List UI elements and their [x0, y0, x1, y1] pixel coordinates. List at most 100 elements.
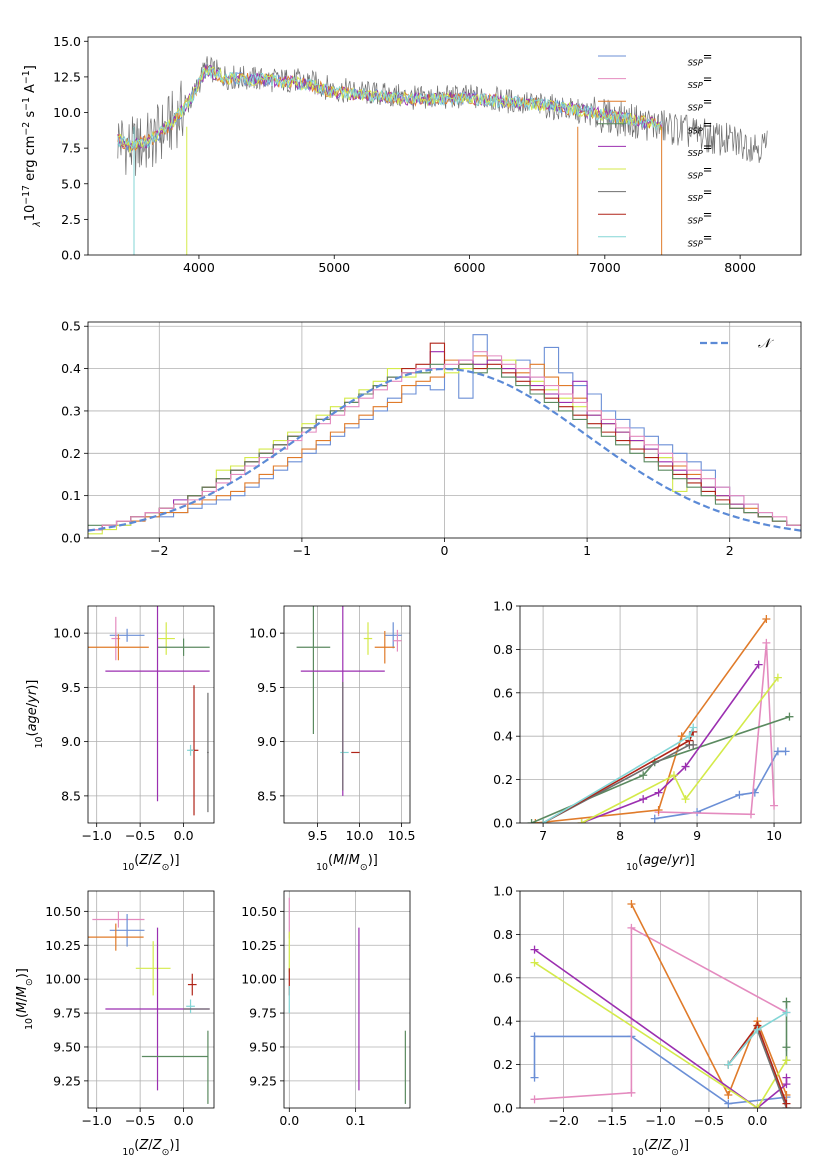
x-axis-label: 10(Z/Z⊙)] — [122, 853, 179, 873]
axes-frame — [283, 605, 411, 824]
label-part: M — [15, 1002, 30, 1013]
x-axis-label: 10(Z/Z⊙)] — [632, 1138, 689, 1158]
label-part: 10 — [632, 1147, 644, 1158]
label-part: ⊙ — [162, 862, 170, 873]
x-tick-label: 0.0 — [174, 1113, 194, 1128]
label-part: )] — [25, 680, 40, 690]
y-tick-label: 0.0 — [493, 1101, 513, 1116]
x-tick-label: 0 — [441, 543, 449, 558]
weight-marker — [530, 958, 539, 967]
x-tick-label: 9.5 — [308, 828, 328, 843]
legend-entry: SSP= — [688, 163, 713, 181]
label-part: ( — [25, 731, 40, 736]
label-part: = — [703, 185, 713, 199]
label-part: age — [25, 707, 40, 731]
label-part: 10 — [122, 1147, 134, 1158]
weight-marker — [781, 747, 790, 756]
weight-marker — [724, 1060, 733, 1069]
label-part: M — [349, 853, 360, 868]
weight-marker — [577, 819, 586, 823]
label-part: A — [23, 84, 38, 97]
age-vs-Z-panel: −1.0 −0.5 0.08.59.09.510.010(Z/Z⊙)]10(age/… — [25, 605, 215, 873]
y-tick-label: 9.5 — [257, 680, 277, 695]
label-part: )] — [169, 853, 179, 868]
x-tick-label: 5000 — [318, 260, 350, 275]
label-part: SSP — [688, 80, 703, 90]
legend-entry: SSP= — [688, 50, 713, 68]
y-tick-label: 0.6 — [493, 685, 513, 700]
label-part: SSP — [688, 193, 703, 203]
label-part: = — [703, 163, 713, 177]
y-tick-label: 0.4 — [493, 729, 513, 744]
weight-marker — [782, 1008, 791, 1017]
weight-vs-Z-panel: −2.0 −1.5 −1.0 −0.5 0.0 0.0 0.2 0.4 0.6 0.8 1.0 10(… — [493, 884, 802, 1158]
label-part: 10 — [122, 862, 134, 873]
spectrum-panel: 4000 5000 6000 7000 8000 0.0 2.5 5.0 7.5 10.0 12.5… — [21, 34, 802, 275]
x-axis-label: 10(M/M⊙)] — [316, 853, 378, 873]
label-part: )] — [679, 1138, 689, 1153]
weight-marker — [627, 1088, 636, 1097]
legend-entry: SSP= — [688, 140, 713, 158]
mass-vs-Z-panel: −1.0 −0.5 0.0 9.25 9.50 9.75 10.00 10.25 10.50 10… — [15, 890, 215, 1158]
label-part: M — [15, 986, 30, 997]
y-tick-label: 10.50 — [241, 904, 277, 919]
mass-vs-Z-plot-area — [88, 911, 210, 1104]
weight-line — [658, 642, 775, 816]
weight-marker — [750, 788, 759, 797]
label-part: ] — [23, 65, 38, 70]
y-tick-label: 10.0 — [249, 626, 277, 641]
label-part: s — [23, 111, 38, 122]
y-tick-label: 0.2 — [493, 772, 513, 787]
mass-vs-ebv-plot-area — [288, 897, 406, 1104]
weight-marker — [782, 1043, 791, 1052]
label-part: SSP — [688, 125, 703, 135]
mass-vs-ebv-panel: 0.0 0.1 9.25 9.50 9.75 10.00 10.25 10.50 — [241, 890, 411, 1128]
y-tick-label: 0.0 — [493, 816, 513, 831]
y-tick-label: 8.5 — [61, 788, 81, 803]
spectrum-plot-area — [117, 56, 768, 255]
weight-marker — [539, 819, 548, 823]
weight-marker — [773, 747, 782, 756]
weight-marker — [527, 819, 536, 823]
age-vs-mass-panel: 9.5 10.0 10.58.59.09.510.010(M/M⊙)] — [249, 605, 416, 873]
label-part: / — [25, 702, 40, 707]
weight-marker — [762, 638, 771, 647]
label-part: Z — [138, 1138, 149, 1153]
label-part: age — [643, 853, 667, 868]
x-tick-label: −1.0 — [82, 828, 112, 843]
label-part: −2 — [21, 122, 32, 136]
weight-marker — [650, 814, 659, 823]
weight-marker — [685, 732, 694, 741]
legend-entry: SSP= — [688, 117, 713, 135]
label-part: −17 — [21, 185, 32, 205]
weight-marker — [724, 1090, 733, 1099]
weight-marker — [530, 1032, 539, 1041]
weight-line — [630, 903, 788, 1097]
axes-frame — [87, 890, 215, 1109]
x-tick-label: 0.0 — [747, 1113, 767, 1128]
legend-entry: 𝒩 — [758, 337, 775, 352]
x-tick-label: 10.0 — [346, 828, 374, 843]
x-tick-label: 9 — [693, 828, 701, 843]
y-tick-label: 0.8 — [493, 927, 513, 942]
weight-marker — [654, 788, 663, 797]
label-part: / — [658, 1138, 663, 1153]
label-part: SSP — [688, 58, 703, 68]
label-part: = — [703, 50, 713, 64]
label-part: ⊙ — [671, 1147, 679, 1158]
y-tick-label: 10.00 — [241, 972, 277, 987]
weight-marker — [773, 673, 782, 682]
weight-marker — [677, 732, 686, 741]
y-tick-label: 9.5 — [61, 680, 81, 695]
weight-marker — [782, 1099, 791, 1108]
label-part: SSP — [688, 103, 703, 113]
y-tick-label: 0.0 — [61, 248, 81, 263]
weight-marker — [681, 795, 690, 804]
y-tick-label: 9.0 — [257, 734, 277, 749]
y-axis-label: λ10−17 erg cm−2 s−1 A−1] — [21, 65, 43, 228]
weight-marker — [627, 900, 636, 909]
label-part: 10 — [316, 862, 328, 873]
label-part: SSP — [688, 216, 703, 226]
label-part: ( — [638, 853, 643, 868]
